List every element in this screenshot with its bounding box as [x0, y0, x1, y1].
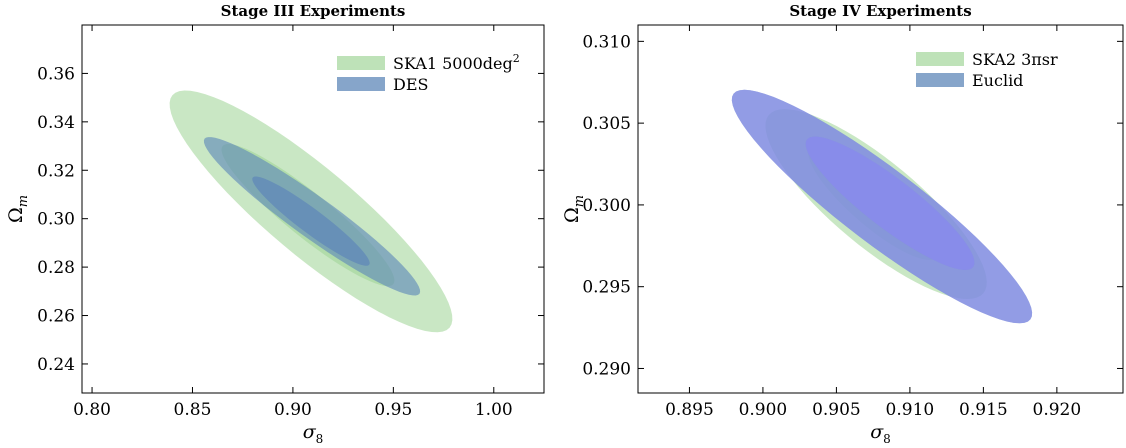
legend-label-main: SKA2 3πsr	[972, 50, 1058, 69]
x-tick-label: 0.915	[959, 400, 1008, 420]
y-tick-label: 0.310	[582, 32, 631, 52]
y-tick-label: 0.28	[37, 258, 75, 278]
legend-swatch	[916, 73, 964, 87]
x-axis-label-main: σ	[303, 421, 317, 443]
legend-label: DES	[393, 75, 428, 94]
y-tick-label: 0.26	[37, 307, 75, 327]
legend-label: SKA1 5000deg2	[393, 52, 520, 73]
y-tick-label: 0.305	[582, 114, 631, 134]
contour-layer	[731, 89, 1033, 324]
y-tick-label: 0.32	[37, 161, 75, 181]
x-tick-label: 0.95	[374, 400, 412, 420]
y-tick-label: 0.300	[582, 196, 631, 216]
x-tick-label: 0.920	[1033, 400, 1082, 420]
legend-label-superscript: 2	[513, 52, 520, 65]
x-tick-label: 0.90	[274, 400, 312, 420]
y-tick-label: 0.36	[37, 64, 75, 84]
contour-series-2-inner	[805, 136, 975, 270]
y-axis-label: Ωm	[561, 195, 587, 223]
legend-label-main: DES	[393, 75, 428, 94]
contour-des-inner	[252, 176, 370, 266]
legend-label: Euclid	[972, 71, 1023, 90]
x-axis-label-main: σ	[870, 421, 884, 443]
y-tick-label: 0.24	[37, 355, 75, 375]
legend-swatch	[916, 52, 964, 66]
panel-stage-iv: Stage IV Experiments 0.895 0.900 0.905 0.910…	[561, 2, 1124, 446]
y-axis-label-main: Ω	[561, 207, 583, 223]
x-tick-label: 0.910	[886, 400, 935, 420]
x-tick-label: 1.00	[475, 400, 513, 420]
x-tick-label: 0.905	[812, 400, 861, 420]
chart-title: Stage IV Experiments	[789, 2, 971, 20]
legend-label-main: SKA1 5000deg	[393, 54, 513, 73]
y-axis-label-subscript: m	[16, 195, 31, 207]
y-tick-label: 0.295	[582, 278, 631, 298]
contour-layer	[169, 90, 453, 333]
legend: SKA1 5000deg2 DES	[337, 52, 520, 94]
x-tick-label: 0.900	[739, 400, 788, 420]
y-axis-label: Ωm	[5, 195, 31, 223]
chart-title: Stage III Experiments	[221, 2, 406, 20]
x-axis-label-subscript: 8	[883, 432, 891, 446]
legend-label: SKA2 3πsr	[972, 50, 1058, 69]
legend-label-main: Euclid	[972, 71, 1023, 90]
x-axis-label: σ8	[870, 421, 891, 446]
y-axis-label-subscript: m	[572, 195, 587, 207]
plot-frame	[637, 24, 1124, 394]
x-axis-label: σ8	[303, 421, 324, 446]
y-tick-label: 0.30	[37, 210, 75, 230]
y-tick-label: 0.290	[582, 359, 631, 379]
panel-stage-iii: Stage III Experiments 0.80 0.85 0.90 0.95 1.0…	[5, 2, 545, 446]
y-axis-label-main: Ω	[5, 207, 27, 223]
legend-swatch	[337, 77, 385, 91]
legend-swatch	[337, 56, 385, 70]
legend: SKA2 3πsr Euclid	[916, 50, 1058, 90]
plot-frame	[81, 24, 545, 394]
x-tick-label: 0.80	[73, 400, 111, 420]
x-tick-label: 0.85	[174, 400, 212, 420]
x-axis-label-subscript: 8	[316, 432, 324, 446]
y-tick-label: 0.34	[37, 113, 75, 133]
x-tick-label: 0.895	[665, 400, 714, 420]
